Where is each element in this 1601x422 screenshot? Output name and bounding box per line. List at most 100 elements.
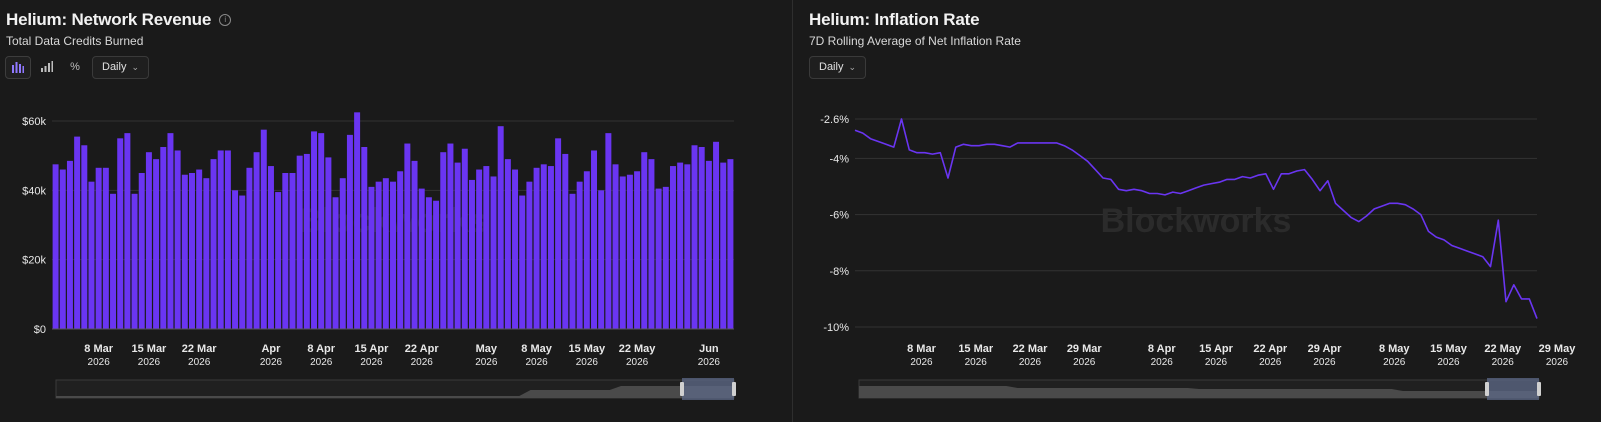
bar	[677, 162, 684, 329]
y-tick-label: -2.6%	[820, 114, 849, 126]
x-tick-label: 29 May	[1539, 343, 1577, 355]
bar	[289, 173, 296, 329]
chevron-down-icon: ⌄	[848, 62, 856, 72]
bar	[210, 159, 217, 329]
chart-subtitle: 7D Rolling Average of Net Inflation Rate	[809, 34, 1021, 48]
bar-chart-icon[interactable]	[5, 56, 31, 79]
x-tick-label: Jun	[699, 343, 719, 355]
bar	[117, 138, 124, 329]
bar	[490, 176, 497, 329]
bar	[425, 197, 432, 329]
bar	[59, 169, 66, 329]
bar	[547, 166, 554, 329]
watermark: Blockworks	[1101, 202, 1292, 240]
bar	[131, 193, 138, 329]
bar	[433, 200, 440, 329]
bar	[634, 171, 641, 329]
bar	[576, 181, 583, 329]
bar	[375, 181, 382, 329]
x-tick-year: 2026	[188, 357, 211, 368]
x-tick-year: 2026	[965, 357, 988, 368]
chart-type-toggle: %	[5, 56, 87, 79]
x-tick-label: 15 May	[568, 343, 606, 355]
bar	[95, 167, 102, 329]
bar	[662, 186, 669, 329]
x-tick-year: 2026	[138, 357, 161, 368]
bar	[253, 152, 260, 329]
x-tick-year: 2026	[1313, 357, 1336, 368]
x-tick-label: 22 Apr	[1253, 343, 1288, 355]
bar	[354, 112, 361, 329]
x-tick-year: 2026	[525, 357, 548, 368]
y-tick-label: $0	[34, 324, 46, 336]
bar	[669, 166, 676, 329]
x-tick-label: 8 Mar	[907, 343, 936, 355]
bar	[124, 133, 131, 329]
bar	[533, 167, 540, 329]
x-tick-year: 2026	[1492, 357, 1515, 368]
x-tick-label: 15 May	[1430, 343, 1468, 355]
x-tick-label: 22 Apr	[405, 343, 440, 355]
x-tick-year: 2026	[1151, 357, 1174, 368]
bar	[512, 169, 519, 329]
navigator-handle-right	[1537, 382, 1541, 396]
x-tick-label: 15 Mar	[131, 343, 167, 355]
bar	[468, 179, 475, 329]
bar	[390, 181, 396, 329]
x-tick-label: 22 Mar	[1013, 343, 1049, 355]
bar	[189, 173, 195, 329]
bar	[296, 155, 303, 329]
y-tick-label: $20k	[22, 255, 46, 267]
chevron-down-icon: ⌄	[131, 62, 139, 72]
interval-dropdown[interactable]: Daily ⌄	[92, 56, 149, 79]
bar	[447, 143, 454, 329]
x-tick-year: 2026	[475, 357, 498, 368]
bar	[282, 173, 289, 329]
y-tick-label: -8%	[829, 266, 849, 278]
x-tick-label: 15 Apr	[1199, 343, 1234, 355]
x-tick-year: 2026	[626, 357, 649, 368]
bar	[619, 176, 626, 329]
y-tick-label: -4%	[829, 153, 849, 165]
chart-subtitle: Total Data Credits Burned	[6, 34, 144, 48]
bar	[167, 133, 174, 329]
bar	[74, 136, 81, 329]
bar	[217, 150, 224, 329]
bar	[526, 181, 533, 329]
x-tick-year: 2026	[1383, 357, 1406, 368]
bar	[626, 174, 633, 329]
x-tick-label: 8 Apr	[307, 343, 335, 355]
bar	[275, 192, 282, 329]
bar	[641, 152, 648, 329]
bar	[110, 193, 117, 329]
y-tick-label: $40k	[22, 185, 46, 197]
x-tick-year: 2026	[1019, 357, 1042, 368]
bar	[605, 133, 612, 329]
interval-dropdown[interactable]: Daily ⌄	[809, 56, 866, 79]
bar	[160, 147, 167, 329]
bar	[88, 181, 95, 329]
bar	[598, 190, 605, 329]
y-tick-label: $60k	[22, 116, 46, 128]
info-icon[interactable]: i	[219, 14, 232, 26]
bar	[66, 160, 73, 329]
bar	[81, 145, 88, 329]
chart-title: Helium: Inflation Rate	[809, 10, 980, 29]
bar	[224, 150, 231, 329]
percent-icon[interactable]: %	[70, 60, 80, 73]
bar	[382, 178, 389, 329]
bar	[196, 169, 203, 329]
bar	[411, 160, 418, 329]
x-tick-label: 8 Mar	[84, 343, 113, 355]
bar	[691, 145, 698, 329]
navigator-handle-right	[732, 382, 736, 396]
x-tick-year: 2026	[576, 357, 599, 368]
y-tick-label: -10%	[823, 322, 849, 334]
x-tick-label: 29 Mar	[1067, 343, 1103, 355]
bar	[260, 129, 267, 329]
bar-chart-ascending-icon[interactable]	[35, 56, 59, 77]
bar	[698, 147, 705, 329]
x-tick-year: 2026	[1259, 357, 1282, 368]
bar	[713, 141, 720, 329]
